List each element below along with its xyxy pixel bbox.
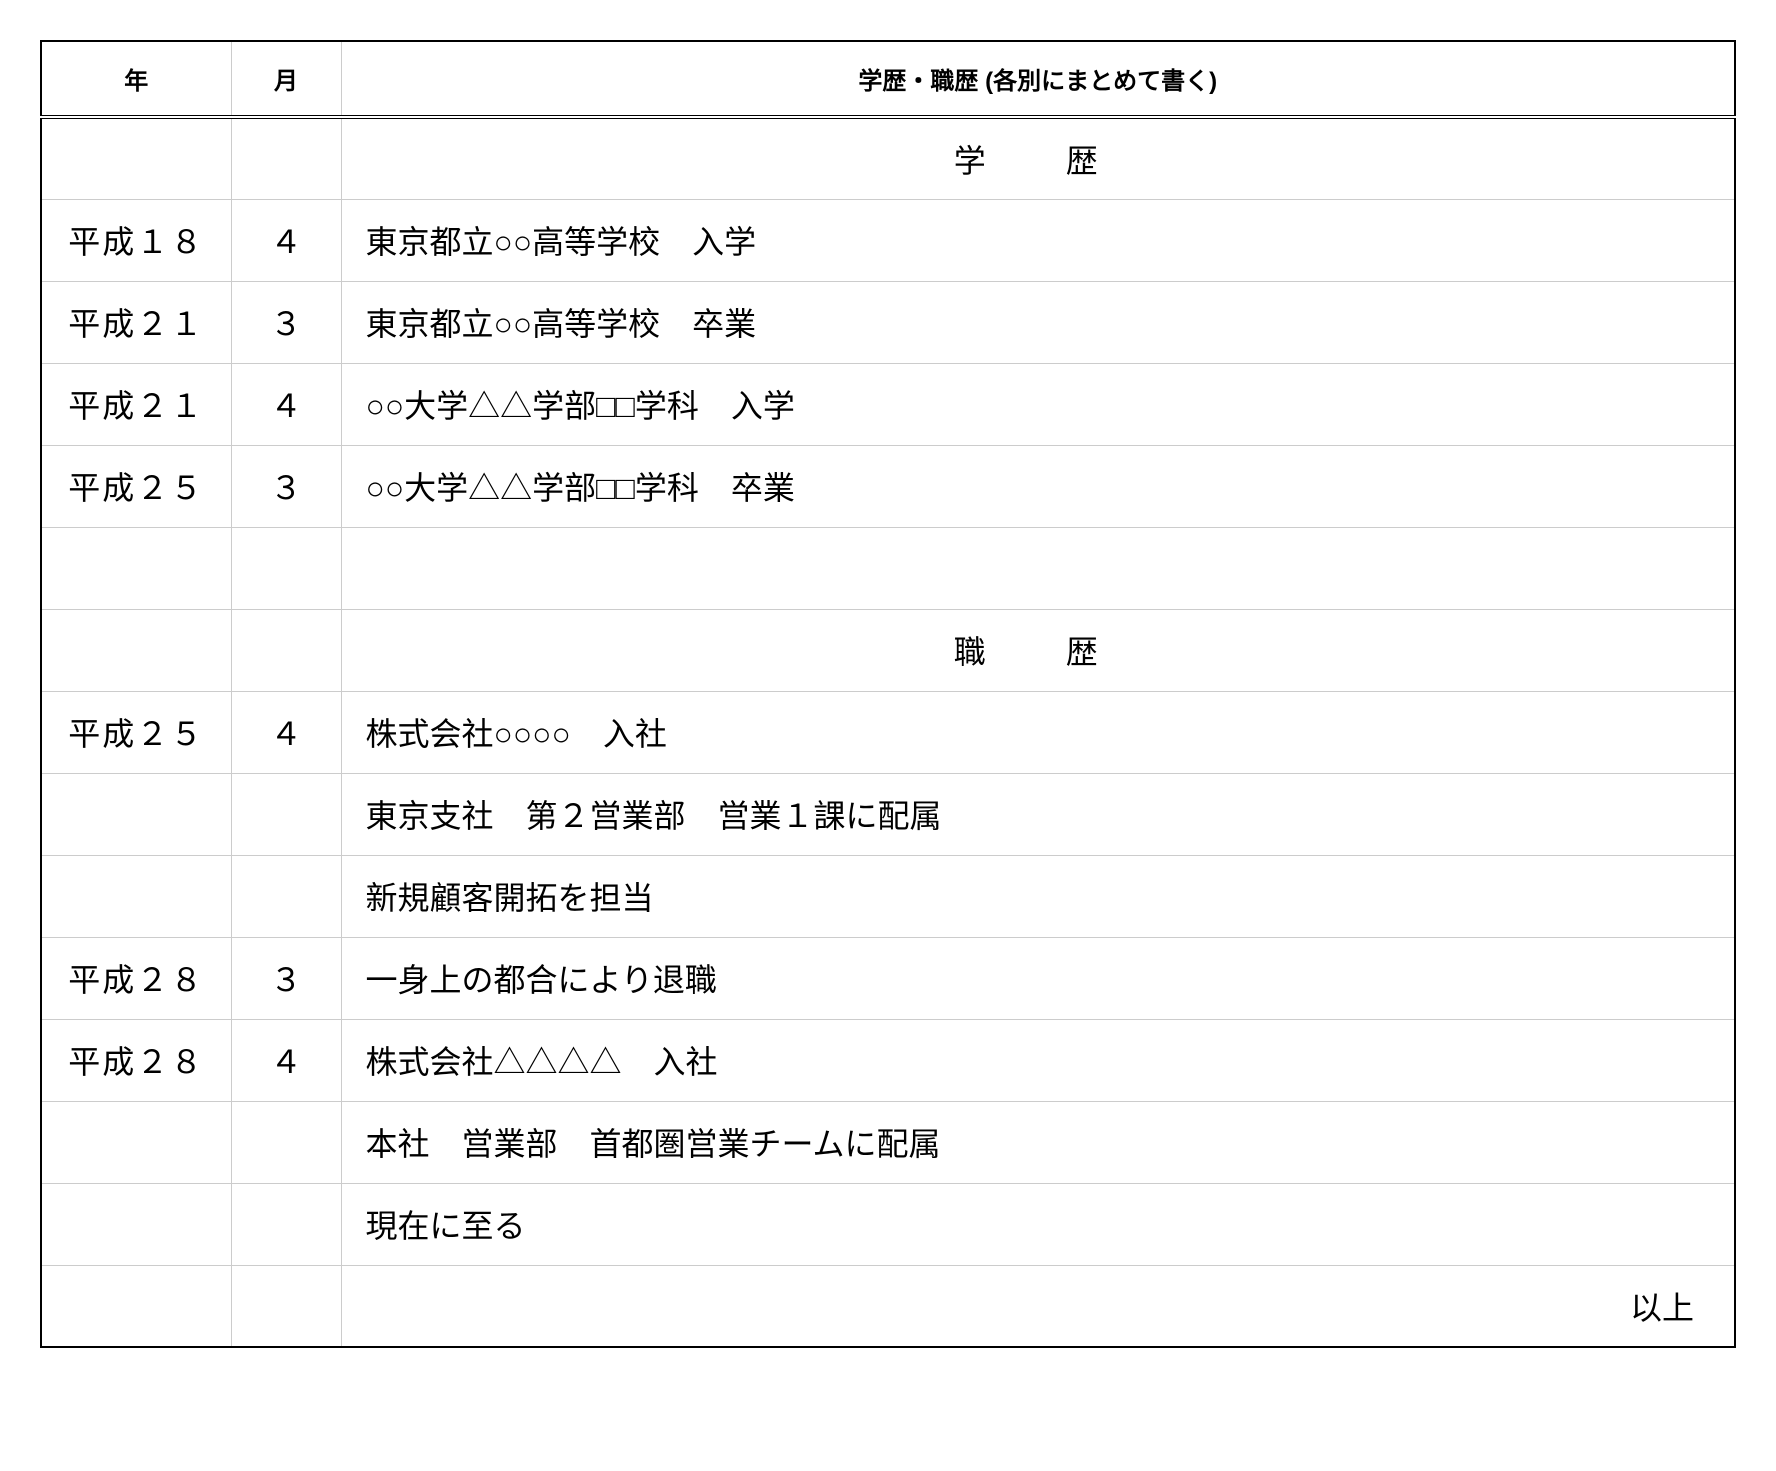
cell-detail: 一身上の都合により退職 xyxy=(341,937,1735,1019)
table-row: 以上 xyxy=(41,1265,1735,1347)
table-row: 平成２１３東京都立○○高等学校 卒業 xyxy=(41,281,1735,363)
header-year: 年 xyxy=(41,41,231,117)
cell-detail: 現在に至る xyxy=(341,1183,1735,1265)
table-row: 平成２５３○○大学△△学部□□学科 卒業 xyxy=(41,445,1735,527)
cell-month: ４ xyxy=(231,199,341,281)
table-row: 平成２１４○○大学△△学部□□学科 入学 xyxy=(41,363,1735,445)
table-row: 現在に至る xyxy=(41,1183,1735,1265)
cell-month: ４ xyxy=(231,1019,341,1101)
table-row: 平成２８４株式会社△△△△ 入社 xyxy=(41,1019,1735,1101)
cell-detail: 本社 営業部 首都圏営業チームに配属 xyxy=(341,1101,1735,1183)
table-row: 本社 営業部 首都圏営業チームに配属 xyxy=(41,1101,1735,1183)
cell-month xyxy=(231,1183,341,1265)
cell-year xyxy=(41,1265,231,1347)
cell-detail: 新規顧客開拓を担当 xyxy=(341,855,1735,937)
cell-detail: 東京支社 第２営業部 営業１課に配属 xyxy=(341,773,1735,855)
cell-year xyxy=(41,1183,231,1265)
cell-detail xyxy=(341,527,1735,609)
table-header-row: 年 月 学歴・職歴 (各別にまとめて書く) xyxy=(41,41,1735,117)
cell-month: ４ xyxy=(231,691,341,773)
header-detail: 学歴・職歴 (各別にまとめて書く) xyxy=(341,41,1735,117)
cell-month xyxy=(231,117,341,199)
table-row: 平成２５４株式会社○○○○ 入社 xyxy=(41,691,1735,773)
cell-detail: 株式会社○○○○ 入社 xyxy=(341,691,1735,773)
cell-month xyxy=(231,1101,341,1183)
table-row: 平成１８４東京都立○○高等学校 入学 xyxy=(41,199,1735,281)
cell-detail: 東京都立○○高等学校 卒業 xyxy=(341,281,1735,363)
cell-detail: 以上 xyxy=(341,1265,1735,1347)
cell-year xyxy=(41,527,231,609)
cell-year: 平成２８ xyxy=(41,1019,231,1101)
section-header-cell: 学 歴 xyxy=(341,117,1735,199)
table-row: 学 歴 xyxy=(41,117,1735,199)
cell-year: 平成２５ xyxy=(41,445,231,527)
cell-month: ３ xyxy=(231,937,341,1019)
cell-year: 平成２１ xyxy=(41,363,231,445)
cell-detail: ○○大学△△学部□□学科 入学 xyxy=(341,363,1735,445)
cell-month: ３ xyxy=(231,445,341,527)
cell-year: 平成２５ xyxy=(41,691,231,773)
cell-year: 平成２１ xyxy=(41,281,231,363)
cell-month xyxy=(231,527,341,609)
table-row: 平成２８３一身上の都合により退職 xyxy=(41,937,1735,1019)
cell-year xyxy=(41,609,231,691)
header-month: 月 xyxy=(231,41,341,117)
cell-year: 平成１８ xyxy=(41,199,231,281)
section-header-cell: 職 歴 xyxy=(341,609,1735,691)
cell-year: 平成２８ xyxy=(41,937,231,1019)
cell-detail: 東京都立○○高等学校 入学 xyxy=(341,199,1735,281)
cell-detail: 株式会社△△△△ 入社 xyxy=(341,1019,1735,1101)
table-row: 職 歴 xyxy=(41,609,1735,691)
cell-month: ４ xyxy=(231,363,341,445)
cell-year xyxy=(41,1101,231,1183)
cell-month xyxy=(231,609,341,691)
cell-year xyxy=(41,117,231,199)
cell-month xyxy=(231,773,341,855)
table-row: 新規顧客開拓を担当 xyxy=(41,855,1735,937)
table-row: 東京支社 第２営業部 営業１課に配属 xyxy=(41,773,1735,855)
cell-month: ３ xyxy=(231,281,341,363)
cell-year xyxy=(41,773,231,855)
cell-month xyxy=(231,1265,341,1347)
cell-month xyxy=(231,855,341,937)
cell-detail: ○○大学△△学部□□学科 卒業 xyxy=(341,445,1735,527)
resume-history-table: 年 月 学歴・職歴 (各別にまとめて書く) 学 歴平成１８４東京都立○○高等学校… xyxy=(40,40,1736,1348)
table-row xyxy=(41,527,1735,609)
table-body: 学 歴平成１８４東京都立○○高等学校 入学平成２１３東京都立○○高等学校 卒業平… xyxy=(41,117,1735,1347)
cell-year xyxy=(41,855,231,937)
